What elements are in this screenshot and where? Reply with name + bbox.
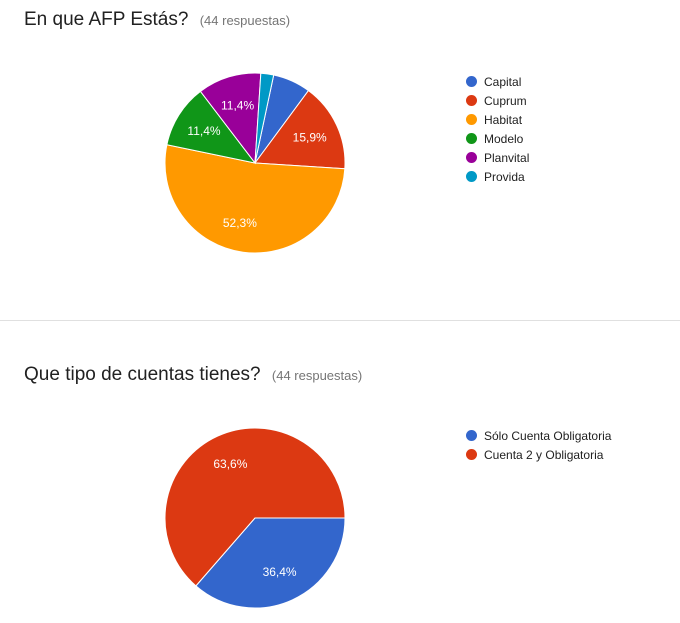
slice-label-planvital: 11,4% (221, 98, 254, 112)
pie-slice-solo-cuenta-obligatoria[interactable] (195, 517, 346, 609)
response-count: (44 respuestas) (271, 368, 363, 383)
legend-item-habitat[interactable]: Habitat (466, 110, 529, 129)
legend-label: Sólo Cuenta Obligatoria (484, 428, 612, 443)
legend-swatch (466, 152, 477, 163)
question-title: Que tipo de cuentas tienes? (44 respuest… (24, 364, 362, 386)
legend-account-type: Sólo Cuenta Obligatoria Cuenta 2 y Obliga… (466, 426, 611, 464)
legend-item-planvital[interactable]: Planvital (466, 148, 529, 167)
section-divider (0, 320, 680, 321)
pie-chart-afp: 15,9% 52,3% 11,4%11,4% (164, 72, 346, 254)
legend-item-provida[interactable]: Provida (466, 167, 529, 186)
legend-swatch (466, 76, 477, 87)
legend-swatch (466, 449, 477, 460)
legend-item-capital[interactable]: Capital (466, 72, 529, 91)
legend-swatch (466, 171, 477, 182)
legend-label: Cuprum (484, 93, 527, 108)
response-count: (44 respuestas) (199, 13, 291, 28)
pie-slice-habitat[interactable] (164, 144, 346, 254)
legend-label: Cuenta 2 y Obligatoria (484, 447, 604, 462)
pie-slice-provida[interactable] (254, 72, 275, 164)
pie-slice-cuenta-2-y-obligatoria[interactable] (164, 427, 346, 587)
question-card-afp: En que AFP Estás? (44 respuestas) 15,9% 5… (24, 9, 529, 254)
legend-item-solo-cuenta-obligatoria[interactable]: Sólo Cuenta Obligatoria (466, 426, 611, 445)
question-title-text: En que AFP Estás? (24, 9, 189, 30)
slice-label-modelo: 11,4% (187, 124, 220, 138)
slice-label-cuenta-2-y-obligatoria: 63,6% (213, 457, 247, 471)
legend-label: Planvital (484, 150, 530, 165)
legend-label: Provida (484, 169, 525, 184)
slice-label-habitat: 52,3% (223, 216, 257, 230)
legend-swatch (466, 95, 477, 106)
pie-slice-cuprum[interactable] (254, 89, 346, 170)
legend-swatch (466, 114, 477, 125)
pie-slice-planvital[interactable] (199, 72, 262, 165)
pie-chart-account-type: 36,4% 63,6% (164, 427, 346, 609)
legend-item-cuprum[interactable]: Cuprum (466, 91, 529, 110)
question-title-text: Que tipo de cuentas tienes? (24, 364, 261, 385)
pie-slice-modelo[interactable] (166, 90, 257, 164)
legend-afp: Capital Cuprum Habitat Modelo Planvital Provi… (466, 72, 529, 186)
legend-swatch (466, 430, 477, 441)
legend-label: Modelo (484, 131, 524, 146)
legend-item-cuenta-2-y-obligatoria[interactable]: Cuenta 2 y Obligatoria (466, 445, 611, 464)
legend-swatch (466, 133, 477, 144)
question-title: En que AFP Estás? (44 respuestas) (24, 9, 290, 31)
legend-item-modelo[interactable]: Modelo (466, 129, 529, 148)
legend-label: Capital (484, 74, 522, 89)
slice-label-solo-cuenta-obligatoria: 36,4% (263, 565, 297, 579)
legend-label: Habitat (484, 112, 523, 127)
question-card-account-type: Que tipo de cuentas tienes? (44 respuest… (0, 322, 680, 623)
slice-label-cuprum: 15,9% (293, 131, 327, 145)
